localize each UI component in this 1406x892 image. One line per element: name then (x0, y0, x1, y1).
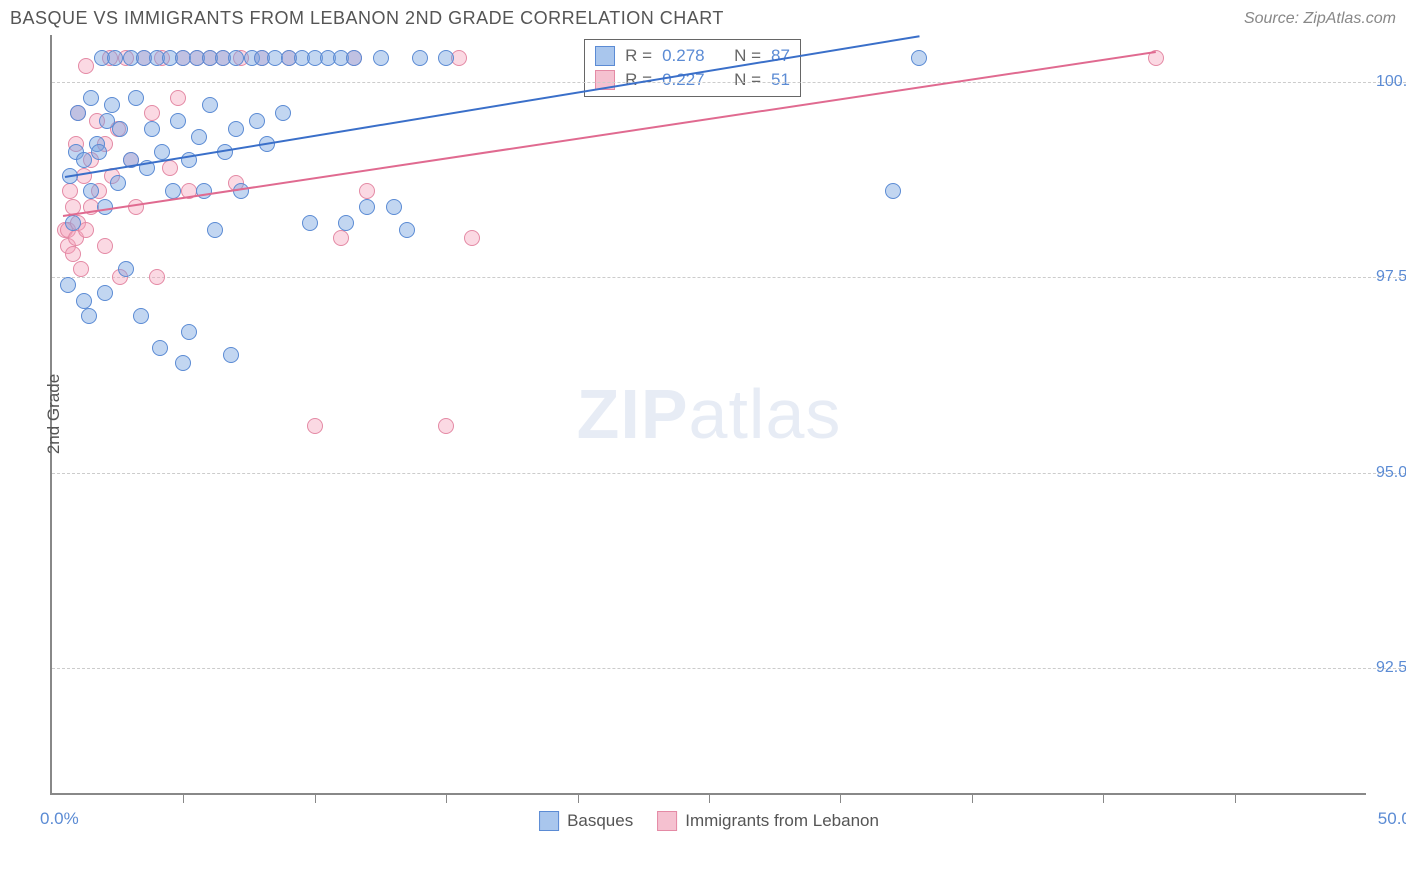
scatter-point-basque (399, 222, 415, 238)
scatter-point-basque (118, 261, 134, 277)
scatter-point-lebanon (438, 418, 454, 434)
scatter-point-basque (373, 50, 389, 66)
x-tick (1103, 793, 1104, 803)
scatter-point-basque (228, 50, 244, 66)
source-label: Source: ZipAtlas.com (1244, 10, 1396, 28)
x-tick (972, 793, 973, 803)
stats-legend: R =0.278 N = 87R =0.227 N = 51 (584, 39, 801, 97)
scatter-point-basque (207, 222, 223, 238)
scatter-point-lebanon (73, 261, 89, 277)
plot-area: 2nd Grade ZIPatlas R =0.278 N = 87R =0.2… (50, 35, 1366, 795)
r-value: 0.278 (662, 46, 705, 66)
stats-legend-row: R =0.278 N = 87 (595, 44, 790, 68)
scatter-point-basque (181, 324, 197, 340)
scatter-point-lebanon (144, 105, 160, 121)
scatter-point-lebanon (170, 90, 186, 106)
x-min-label: 0.0% (40, 809, 79, 829)
scatter-point-basque (112, 121, 128, 137)
scatter-point-lebanon (149, 269, 165, 285)
scatter-point-basque (228, 121, 244, 137)
scatter-point-lebanon (128, 199, 144, 215)
gridline (52, 277, 1406, 278)
gridline (52, 473, 1406, 474)
scatter-point-lebanon (464, 230, 480, 246)
gridline (52, 668, 1406, 669)
scatter-point-basque (104, 97, 120, 113)
x-tick (1235, 793, 1236, 803)
watermark: ZIPatlas (577, 374, 842, 454)
x-tick (315, 793, 316, 803)
scatter-point-basque (438, 50, 454, 66)
scatter-point-lebanon (78, 58, 94, 74)
y-axis-label: 2nd Grade (44, 374, 64, 454)
series-legend-item: Basques (539, 811, 633, 831)
scatter-point-basque (412, 50, 428, 66)
scatter-point-basque (885, 183, 901, 199)
scatter-point-basque (70, 105, 86, 121)
scatter-point-basque (175, 355, 191, 371)
series-legend-item: Immigrants from Lebanon (657, 811, 879, 831)
scatter-point-basque (97, 285, 113, 301)
scatter-point-basque (386, 199, 402, 215)
scatter-point-basque (65, 215, 81, 231)
series-legend-label: Immigrants from Lebanon (685, 811, 879, 831)
y-tick-label: 100.0% (1376, 73, 1406, 91)
scatter-point-basque (83, 183, 99, 199)
scatter-point-basque (152, 340, 168, 356)
scatter-point-lebanon (65, 246, 81, 262)
scatter-point-basque (91, 144, 107, 160)
scatter-point-basque (133, 308, 149, 324)
scatter-point-basque (275, 105, 291, 121)
y-tick-label: 92.5% (1376, 659, 1406, 677)
series-legend: Basques Immigrants from Lebanon (539, 811, 879, 831)
series-legend-label: Basques (567, 811, 633, 831)
scatter-point-lebanon (62, 183, 78, 199)
scatter-point-lebanon (333, 230, 349, 246)
x-tick (840, 793, 841, 803)
watermark-light: atlas (689, 375, 842, 453)
x-tick (446, 793, 447, 803)
x-tick (183, 793, 184, 803)
scatter-point-basque (144, 121, 160, 137)
legend-swatch (595, 46, 615, 66)
scatter-point-basque (223, 347, 239, 363)
scatter-point-basque (202, 97, 218, 113)
watermark-bold: ZIP (577, 375, 689, 453)
scatter-point-basque (191, 129, 207, 145)
n-value: 51 (771, 70, 790, 90)
scatter-point-basque (302, 215, 318, 231)
scatter-point-basque (359, 199, 375, 215)
scatter-point-basque (170, 113, 186, 129)
scatter-point-basque (338, 215, 354, 231)
y-tick-label: 95.0% (1376, 464, 1406, 482)
scatter-point-lebanon (307, 418, 323, 434)
scatter-point-basque (233, 183, 249, 199)
scatter-point-basque (76, 152, 92, 168)
x-tick (578, 793, 579, 803)
y-tick-label: 97.5% (1376, 268, 1406, 286)
x-max-label: 50.0% (1378, 809, 1406, 829)
scatter-point-basque (76, 293, 92, 309)
scatter-point-basque (249, 113, 265, 129)
scatter-point-lebanon (97, 238, 113, 254)
scatter-point-basque (83, 90, 99, 106)
scatter-point-basque (911, 50, 927, 66)
scatter-point-basque (154, 144, 170, 160)
scatter-point-lebanon (359, 183, 375, 199)
scatter-point-basque (60, 277, 76, 293)
scatter-point-basque (81, 308, 97, 324)
x-tick (709, 793, 710, 803)
scatter-point-basque (110, 175, 126, 191)
n-label: N = (734, 70, 761, 90)
gridline (52, 82, 1406, 83)
r-label: R = (625, 46, 652, 66)
scatter-point-basque (196, 183, 212, 199)
scatter-point-basque (346, 50, 362, 66)
scatter-point-basque (107, 50, 123, 66)
scatter-point-basque (128, 90, 144, 106)
legend-swatch (539, 811, 559, 831)
chart-title: BASQUE VS IMMIGRANTS FROM LEBANON 2ND GR… (10, 8, 724, 29)
legend-swatch (657, 811, 677, 831)
scatter-point-lebanon (162, 160, 178, 176)
